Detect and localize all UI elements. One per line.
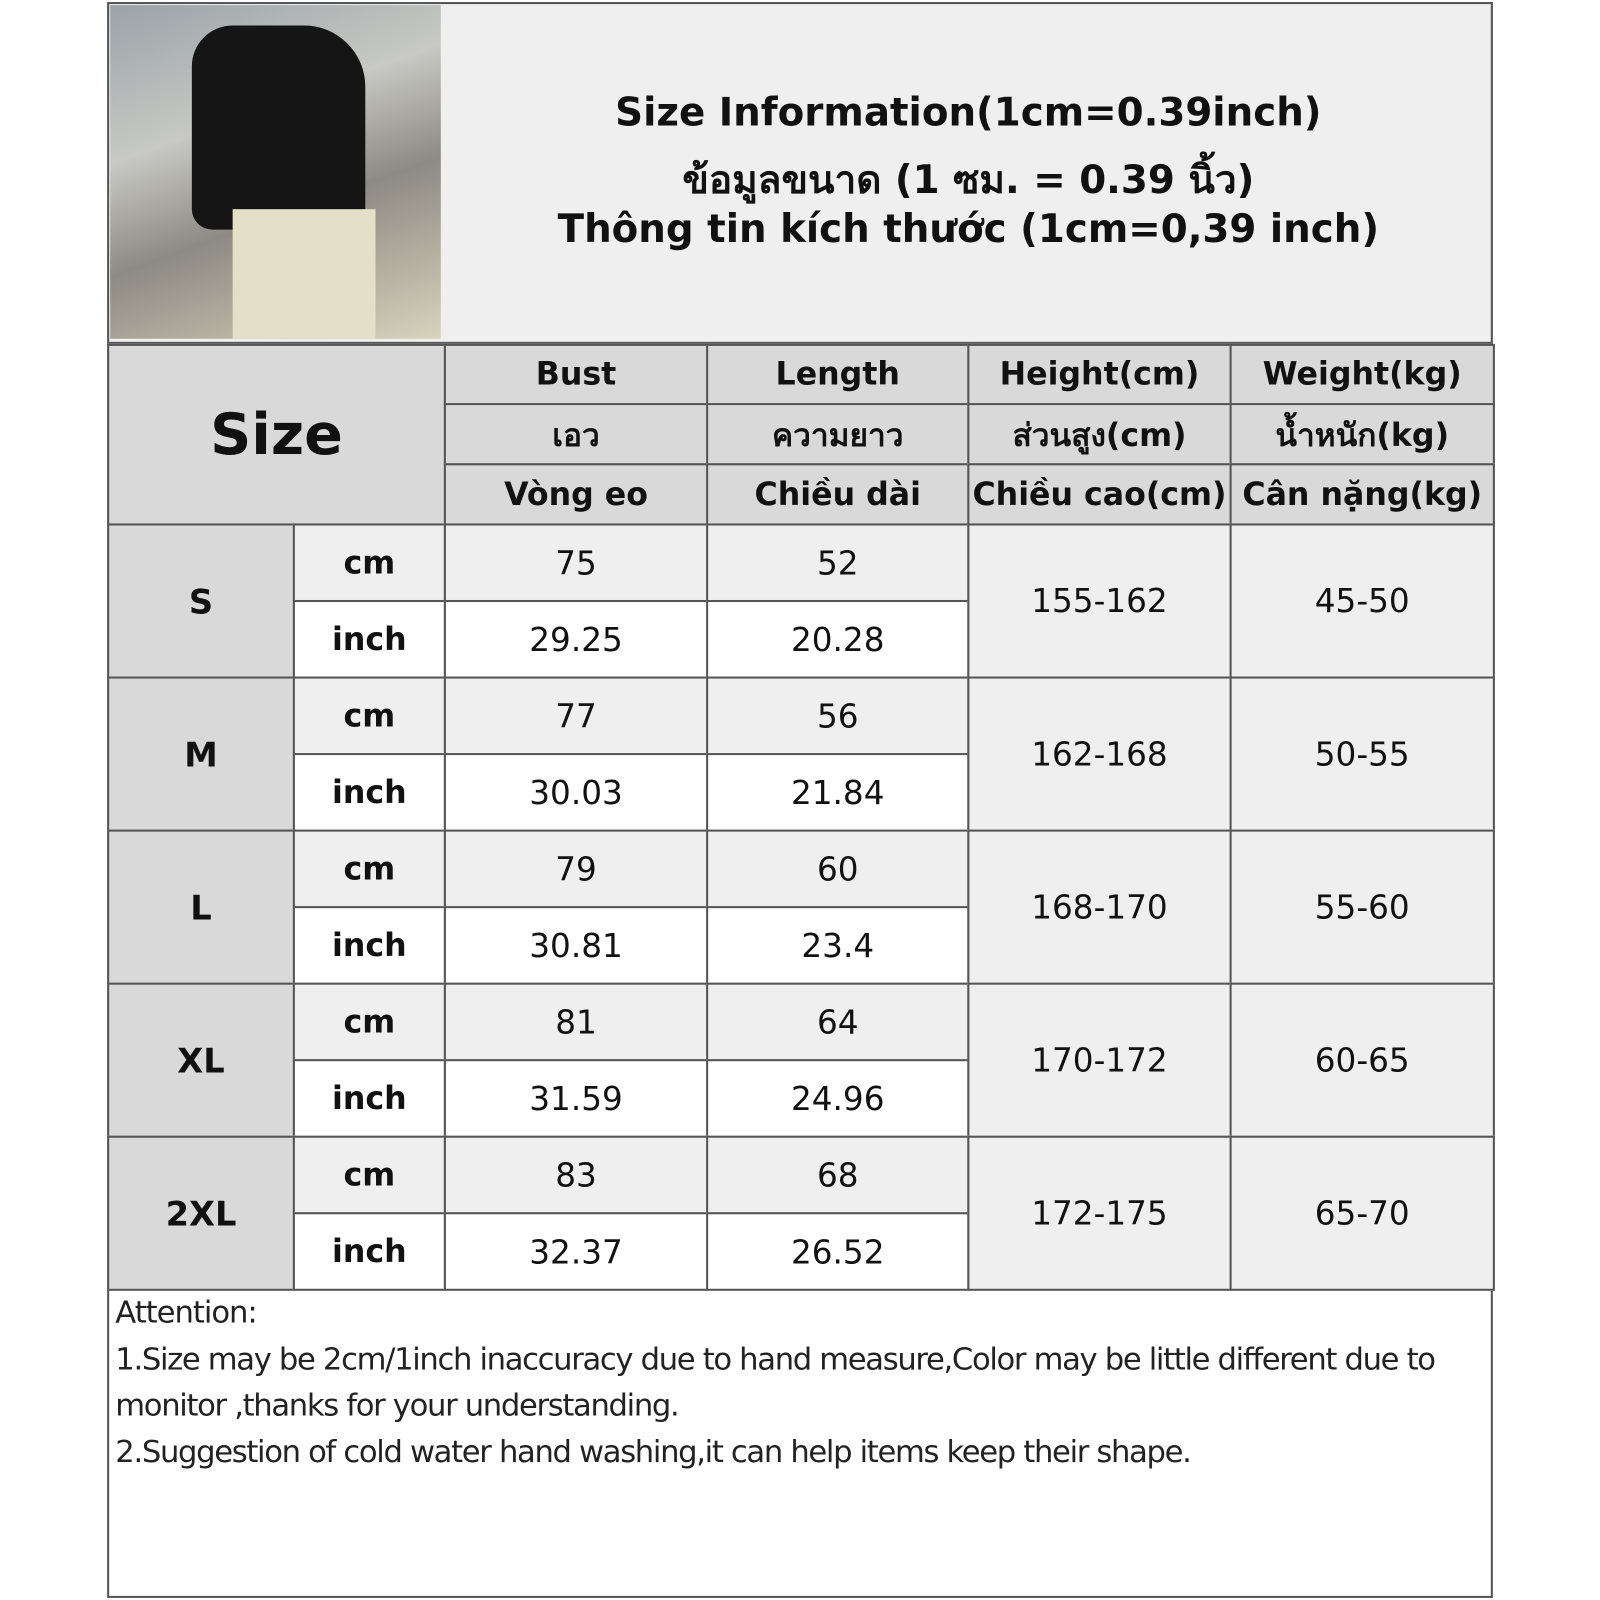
title-line: Size Information(1cm=0.39inch) bbox=[615, 89, 1322, 135]
bust-value: 79 bbox=[443, 829, 709, 909]
weight-value: 50-55 bbox=[1229, 676, 1495, 832]
unit-label: cm bbox=[292, 1135, 446, 1215]
length-value: 23.4 bbox=[706, 906, 970, 985]
bust-value: 81 bbox=[443, 982, 709, 1062]
weight-value: 45-50 bbox=[1229, 523, 1495, 679]
bust-value: 30.03 bbox=[443, 753, 709, 832]
unit-label: inch bbox=[292, 1059, 446, 1138]
size-label: L bbox=[107, 829, 295, 985]
unit-label: inch bbox=[292, 1212, 446, 1291]
column-header: ส่วนสูง(cm) bbox=[967, 403, 1232, 466]
unit-label: inch bbox=[292, 906, 446, 985]
weight-value: 55-60 bbox=[1229, 829, 1495, 985]
column-header: Bust bbox=[443, 343, 709, 406]
column-header: Cân nặng(kg) bbox=[1229, 463, 1495, 526]
column-header: น้ำหนัก(kg) bbox=[1229, 403, 1495, 466]
column-header: ความยาว bbox=[706, 403, 970, 466]
product-photo bbox=[110, 5, 441, 339]
notes: Attention: 1.Size may be 2cm/1inch inaccu… bbox=[115, 1290, 1487, 1476]
height-value: 168-170 bbox=[967, 829, 1232, 985]
size-label: XL bbox=[107, 982, 295, 1138]
bust-value: 75 bbox=[443, 523, 709, 603]
height-value: 172-175 bbox=[967, 1135, 1232, 1291]
notes-heading: Attention: bbox=[115, 1294, 257, 1331]
length-value: 24.96 bbox=[706, 1059, 970, 1138]
column-header: Length bbox=[706, 343, 970, 406]
weight-value: 65-70 bbox=[1229, 1135, 1495, 1291]
length-value: 68 bbox=[706, 1135, 970, 1215]
column-header: Weight(kg) bbox=[1229, 343, 1495, 406]
photo-garment bbox=[191, 25, 366, 230]
size-label: 2XL bbox=[107, 1135, 295, 1291]
bust-value: 29.25 bbox=[443, 599, 709, 679]
height-value: 162-168 bbox=[967, 676, 1232, 832]
unit-label: cm bbox=[292, 982, 446, 1062]
bust-value: 77 bbox=[443, 676, 709, 756]
notes-line: 1.Size may be 2cm/1inch inaccuracy due t… bbox=[115, 1341, 1436, 1424]
length-value: 52 bbox=[706, 523, 970, 603]
bust-value: 32.37 bbox=[443, 1212, 709, 1291]
size-label: M bbox=[107, 676, 295, 832]
unit-label: cm bbox=[292, 523, 446, 603]
bust-value: 31.59 bbox=[443, 1059, 709, 1138]
notes-line: 2.Suggestion of cold water hand washing,… bbox=[115, 1434, 1192, 1470]
unit-label: cm bbox=[292, 829, 446, 909]
height-value: 170-172 bbox=[967, 982, 1232, 1138]
height-value: 155-162 bbox=[967, 523, 1232, 679]
unit-label: inch bbox=[292, 599, 446, 679]
weight-value: 60-65 bbox=[1229, 982, 1495, 1138]
column-header: Chiều cao(cm) bbox=[967, 463, 1232, 526]
size-label: S bbox=[107, 523, 295, 679]
column-header: Chiều dài bbox=[706, 463, 970, 526]
length-value: 26.52 bbox=[706, 1212, 970, 1291]
size-header: Size bbox=[107, 343, 446, 526]
column-header: เอว bbox=[443, 403, 709, 466]
unit-label: inch bbox=[292, 753, 446, 832]
unit-label: cm bbox=[292, 676, 446, 756]
length-value: 20.28 bbox=[706, 599, 970, 679]
column-header: Vòng eo bbox=[443, 463, 709, 526]
title-line: ข้อมูลขนาด (1 ซม. = 0.39 นิ้ว) bbox=[682, 157, 1255, 203]
length-value: 21.84 bbox=[706, 753, 970, 832]
photo-skirt bbox=[232, 209, 376, 339]
bust-value: 83 bbox=[443, 1135, 709, 1215]
length-value: 64 bbox=[706, 982, 970, 1062]
column-header: Height(cm) bbox=[967, 343, 1232, 406]
bust-value: 30.81 bbox=[443, 906, 709, 985]
title-line: Thông tin kích thước (1cm=0,39 inch) bbox=[557, 206, 1380, 252]
length-value: 60 bbox=[706, 829, 970, 909]
length-value: 56 bbox=[706, 676, 970, 756]
